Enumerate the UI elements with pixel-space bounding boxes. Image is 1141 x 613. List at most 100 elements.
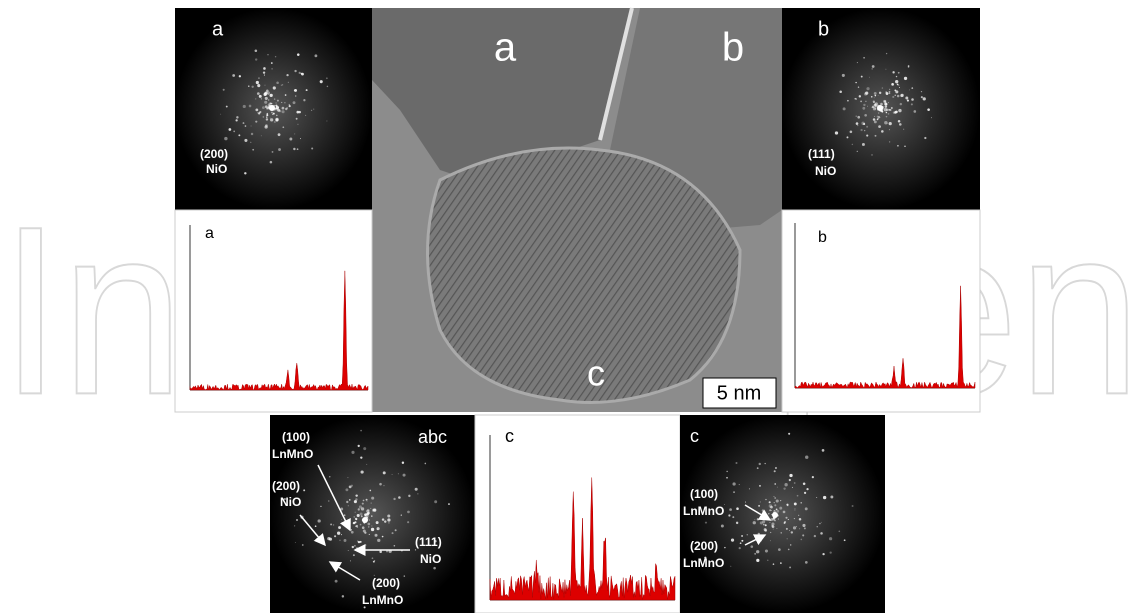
speckle-dot bbox=[407, 510, 410, 514]
speckle-dot bbox=[759, 521, 763, 525]
speckle-dot bbox=[265, 124, 268, 127]
speckle-dot bbox=[900, 93, 904, 98]
speckle-dot bbox=[414, 487, 418, 491]
speckle-dot bbox=[866, 134, 869, 137]
speckle-dot bbox=[775, 508, 778, 511]
speckle-dot bbox=[360, 429, 362, 432]
eds-panel bbox=[174, 209, 373, 413]
speckle-dot bbox=[238, 134, 241, 137]
speckle-dot bbox=[860, 100, 862, 103]
speckle-dot bbox=[294, 69, 297, 73]
scale-bar: 5 nm bbox=[717, 382, 761, 404]
speckle-dot bbox=[242, 104, 246, 109]
speckle-dot bbox=[910, 103, 913, 106]
speckle-dot bbox=[821, 449, 825, 452]
speckle-dot bbox=[735, 521, 739, 525]
speckle-dot bbox=[287, 81, 289, 83]
speckle-dot bbox=[368, 533, 370, 535]
speckle-dot bbox=[903, 128, 905, 130]
speckle-dot bbox=[777, 518, 779, 520]
speckle-dot bbox=[387, 518, 391, 522]
speckle-dot bbox=[820, 532, 823, 535]
speckle-dot bbox=[220, 113, 222, 115]
speckle-dot bbox=[278, 109, 282, 113]
speckle-dot bbox=[841, 73, 845, 77]
speckle-dot bbox=[730, 538, 735, 542]
speckle-dot bbox=[292, 101, 296, 105]
speckle-dot bbox=[820, 521, 822, 523]
speckle-dot bbox=[871, 65, 875, 68]
speckle-dot bbox=[275, 102, 277, 104]
speckle-dot bbox=[834, 131, 839, 135]
speckle-dot bbox=[260, 98, 263, 100]
speckle-dot bbox=[303, 99, 306, 102]
speckle-dot bbox=[863, 122, 866, 126]
speckle-dot bbox=[874, 94, 877, 97]
speckle-dot bbox=[284, 102, 286, 104]
speckle-dot bbox=[750, 545, 754, 548]
speckle bbox=[834, 52, 932, 156]
speckle-dot bbox=[764, 529, 768, 532]
speckle-dot bbox=[424, 462, 427, 465]
speckle-dot bbox=[263, 67, 266, 70]
speckle-dot bbox=[903, 76, 908, 81]
speckle-dot bbox=[861, 121, 865, 126]
speckle-dot bbox=[288, 103, 291, 106]
speckle-dot bbox=[248, 85, 250, 87]
speckle-dot bbox=[884, 102, 888, 106]
spectrum bbox=[489, 435, 676, 601]
speckle-dot bbox=[355, 494, 358, 497]
speckle-dot bbox=[252, 148, 255, 151]
speckle-dot bbox=[284, 94, 287, 96]
speckle-dot bbox=[911, 87, 914, 89]
speckle-dot bbox=[250, 132, 254, 136]
speckle-dot bbox=[822, 552, 825, 556]
speckle-dot bbox=[254, 58, 258, 61]
speckle-dot bbox=[756, 550, 760, 554]
speckle-dot bbox=[314, 54, 318, 58]
speckle-dot bbox=[789, 566, 792, 569]
speckle-dot bbox=[255, 98, 257, 100]
speckle-dot bbox=[888, 122, 892, 126]
speckle-dot bbox=[798, 514, 800, 516]
speckle-dot bbox=[368, 519, 370, 521]
speckle-dot bbox=[233, 130, 236, 133]
speckle-dot bbox=[920, 91, 923, 93]
speckle-dot bbox=[885, 111, 888, 114]
panel-letter: a bbox=[212, 18, 224, 40]
speckle-dot bbox=[258, 94, 262, 98]
speckle-dot bbox=[770, 540, 772, 542]
speckle-dot bbox=[266, 89, 269, 93]
speckle-dot bbox=[388, 522, 390, 524]
speckle-dot bbox=[733, 491, 735, 493]
speckle-dot bbox=[258, 112, 261, 115]
speckle-dot bbox=[765, 498, 767, 501]
speckle-dot bbox=[805, 455, 809, 459]
speckle-dot bbox=[770, 505, 773, 509]
speckle-dot bbox=[276, 81, 279, 85]
speckle-dot bbox=[759, 484, 761, 487]
speckle-dot bbox=[856, 62, 858, 64]
speckle-dot bbox=[878, 125, 881, 128]
speckle-dot bbox=[783, 522, 786, 524]
speckle-dot bbox=[771, 525, 775, 528]
speckle-dot bbox=[391, 532, 394, 535]
speckle-dot bbox=[905, 96, 909, 100]
speckle-dot bbox=[866, 125, 869, 128]
speckle-dot bbox=[865, 100, 867, 102]
speckle-dot bbox=[347, 477, 349, 479]
speckle-dot bbox=[377, 538, 381, 543]
speckle bbox=[220, 49, 329, 175]
speckle-dot bbox=[371, 557, 374, 560]
speckle-dot bbox=[780, 532, 782, 534]
speckle-dot bbox=[790, 544, 792, 546]
speckle-dot bbox=[376, 527, 380, 531]
speckle-dot bbox=[434, 540, 437, 543]
speckle-dot bbox=[358, 505, 362, 509]
speckle-dot bbox=[855, 115, 857, 118]
speckle-dot bbox=[393, 497, 396, 501]
speckle-dot bbox=[819, 522, 821, 525]
speckle-dot bbox=[276, 114, 278, 117]
speckle bbox=[283, 429, 450, 609]
speckle-dot bbox=[362, 499, 365, 502]
